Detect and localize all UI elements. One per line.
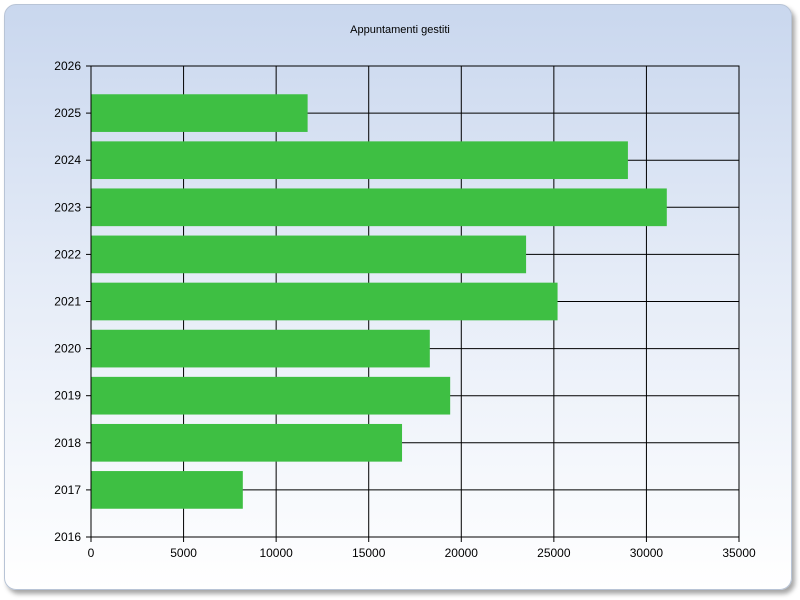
x-tick-label: 20000 — [445, 546, 479, 560]
chart-title: Appuntamenti gestiti — [350, 24, 450, 36]
bar-2017 — [91, 471, 243, 509]
bar-2019 — [91, 376, 451, 415]
bar-2021 — [91, 282, 558, 321]
y-axis-ticks: 2016 2017 2018 2019 2020 2021 2022 2023 2024 2025… — [54, 59, 81, 544]
y-tick-label: 2026 — [54, 59, 81, 73]
bar-2023 — [91, 188, 667, 227]
y-tick-label: 2017 — [54, 483, 81, 497]
plot-border — [90, 65, 740, 538]
y-tick-label: 2022 — [54, 247, 81, 261]
y-tick-label: 2018 — [54, 436, 81, 450]
x-axis-ticks: 0 5000 10000 15000 20000 25000 30000 35000 — [88, 546, 756, 560]
x-tick-label: 0 — [88, 546, 95, 560]
y-tick-label: 2021 — [54, 295, 81, 309]
x-tick-label: 5000 — [170, 546, 197, 560]
y-tick-label: 2025 — [54, 106, 81, 120]
y-tick-label: 2019 — [54, 389, 81, 403]
x-tick-label: 15000 — [352, 546, 386, 560]
bar-2020 — [91, 329, 430, 368]
x-tick-label: 10000 — [259, 546, 293, 560]
x-tick-label: 30000 — [630, 546, 664, 560]
bar-2022 — [91, 235, 527, 274]
y-tick-label: 2023 — [54, 200, 81, 214]
y-tick-label: 2024 — [54, 153, 81, 167]
x-tick-label: 35000 — [722, 546, 756, 560]
bar-2018 — [91, 423, 403, 462]
y-tick-label: 2016 — [54, 530, 81, 544]
y-tick-label: 2020 — [54, 342, 81, 356]
bar-2025 — [91, 94, 308, 132]
bars — [91, 94, 667, 509]
axis-frame — [86, 65, 740, 542]
bar-2024 — [91, 141, 628, 180]
x-tick-label: 25000 — [537, 546, 571, 560]
